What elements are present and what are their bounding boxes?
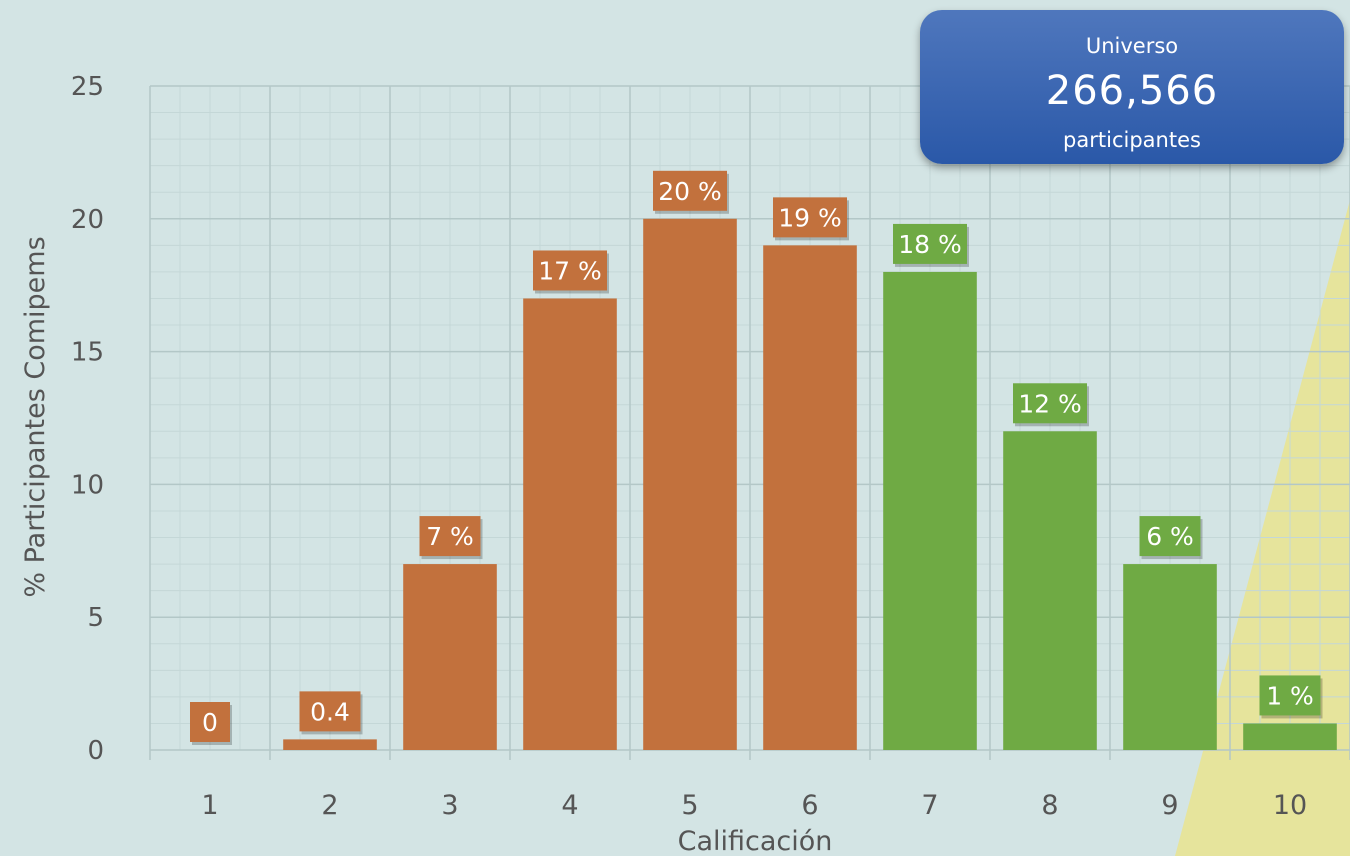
bars xyxy=(283,218,1337,751)
x-tick-label: 5 xyxy=(681,790,698,821)
bar xyxy=(883,271,977,750)
data-label: 12 % xyxy=(1018,389,1082,418)
x-tick-label: 8 xyxy=(1041,790,1058,821)
y-tick-label: 15 xyxy=(71,338,104,368)
data-label-box xyxy=(773,197,847,238)
bar xyxy=(763,245,857,751)
info-box-sublabel: participantes xyxy=(1063,128,1201,152)
data-label-box xyxy=(893,223,967,264)
y-tick-label: 25 xyxy=(71,72,104,102)
data-label-box xyxy=(1259,675,1321,716)
data-label: 1 % xyxy=(1266,681,1314,710)
data-label-box xyxy=(419,516,481,557)
data-label-box xyxy=(1139,516,1201,557)
universe-info-box: Universo 266,566 participantes xyxy=(920,10,1344,164)
data-label: 7 % xyxy=(426,522,474,551)
y-tick-label: 10 xyxy=(71,470,104,500)
y-tick-label: 20 xyxy=(71,205,104,235)
data-label: 20 % xyxy=(658,177,722,206)
data-label: 0 xyxy=(202,708,218,737)
axis-ticks: 0 5 10 15 20 25 1 2 3 4 5 6 7 8 9 10 xyxy=(71,72,1307,821)
x-axis-title: Calificación xyxy=(678,826,833,856)
bar xyxy=(1003,431,1097,750)
info-box-value: 266,566 xyxy=(1045,68,1219,114)
y-tick-label: 0 xyxy=(87,736,104,766)
x-tick-label: 7 xyxy=(921,790,938,821)
bar xyxy=(1123,564,1217,750)
info-box-label: Universo xyxy=(1085,34,1179,58)
data-label-box xyxy=(653,170,727,211)
x-tick-label: 6 xyxy=(801,790,818,821)
y-tick-label: 5 xyxy=(87,603,104,633)
x-tick-label: 2 xyxy=(321,790,338,821)
data-label: 0.4 xyxy=(310,697,350,726)
data-label-box xyxy=(299,691,361,732)
data-label-box xyxy=(190,702,230,742)
data-labels: 0 0.4 7 % 17 % 20 % 19 % 18 % 12 % 6 % 1 % xyxy=(190,170,1323,745)
data-label: 17 % xyxy=(538,256,602,285)
data-label-box xyxy=(1013,383,1087,424)
y-axis-title: % Participantes Comipems xyxy=(20,236,51,597)
x-tick-label: 1 xyxy=(201,790,218,821)
bar xyxy=(283,739,377,750)
data-label: 19 % xyxy=(778,203,842,232)
x-tick-label: 10 xyxy=(1273,790,1307,821)
x-tick-label: 4 xyxy=(561,790,578,821)
bar xyxy=(1243,723,1337,750)
bar xyxy=(403,564,497,750)
bar xyxy=(643,218,737,751)
x-tick-label: 9 xyxy=(1161,790,1178,821)
x-tick-label: 3 xyxy=(441,790,458,821)
data-label-box xyxy=(533,250,607,291)
data-label: 18 % xyxy=(898,230,962,259)
bar xyxy=(523,298,617,750)
data-label: 6 % xyxy=(1146,522,1194,551)
